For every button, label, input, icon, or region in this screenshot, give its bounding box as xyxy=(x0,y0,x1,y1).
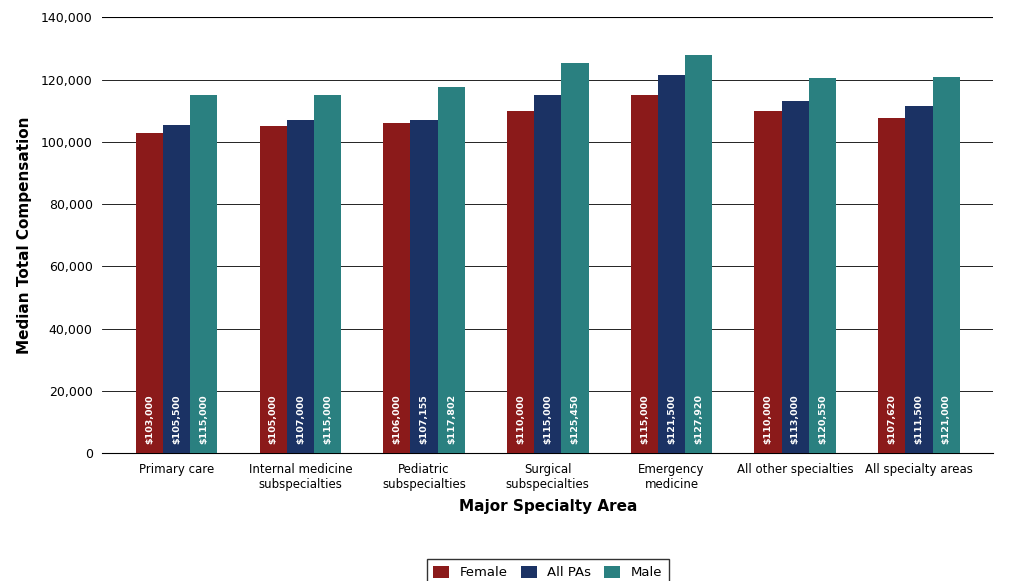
Bar xyxy=(507,111,535,453)
Text: $105,500: $105,500 xyxy=(172,394,181,444)
Bar xyxy=(658,75,685,453)
Bar xyxy=(383,123,411,453)
Text: $115,000: $115,000 xyxy=(544,394,552,444)
Bar xyxy=(437,87,465,453)
Text: $121,500: $121,500 xyxy=(667,394,676,444)
Text: $115,000: $115,000 xyxy=(200,394,208,444)
Bar xyxy=(879,118,905,453)
Text: $120,550: $120,550 xyxy=(818,394,827,444)
Bar xyxy=(809,78,837,453)
Bar xyxy=(905,106,933,453)
Bar xyxy=(755,111,781,453)
Bar xyxy=(163,125,190,453)
Text: $107,620: $107,620 xyxy=(888,394,896,444)
Text: $113,000: $113,000 xyxy=(791,394,800,444)
Bar xyxy=(314,95,341,453)
Y-axis label: Median Total Compensation: Median Total Compensation xyxy=(17,117,33,354)
Text: $103,000: $103,000 xyxy=(145,394,154,444)
Text: $110,000: $110,000 xyxy=(764,394,772,444)
Legend: Female, All PAs, Male: Female, All PAs, Male xyxy=(427,560,669,581)
Bar xyxy=(136,132,163,453)
X-axis label: Major Specialty Area: Major Specialty Area xyxy=(459,499,637,514)
Text: $121,000: $121,000 xyxy=(942,394,950,444)
Text: $110,000: $110,000 xyxy=(516,394,525,444)
Text: $127,920: $127,920 xyxy=(694,394,703,444)
Bar xyxy=(259,127,287,453)
Bar xyxy=(933,77,959,453)
Bar xyxy=(685,55,713,453)
Text: $115,000: $115,000 xyxy=(324,394,332,444)
Text: $107,155: $107,155 xyxy=(420,394,429,444)
Bar xyxy=(535,95,561,453)
Bar xyxy=(631,95,658,453)
Bar xyxy=(190,95,217,453)
Text: $107,000: $107,000 xyxy=(296,394,305,444)
Bar xyxy=(287,120,314,453)
Bar xyxy=(561,63,589,453)
Text: $111,500: $111,500 xyxy=(914,394,924,444)
Text: $125,450: $125,450 xyxy=(570,394,580,444)
Text: $106,000: $106,000 xyxy=(392,394,401,444)
Bar xyxy=(781,102,809,453)
Text: $117,802: $117,802 xyxy=(446,394,456,444)
Text: $105,000: $105,000 xyxy=(268,394,278,444)
Bar xyxy=(411,120,437,453)
Text: $115,000: $115,000 xyxy=(640,394,649,444)
